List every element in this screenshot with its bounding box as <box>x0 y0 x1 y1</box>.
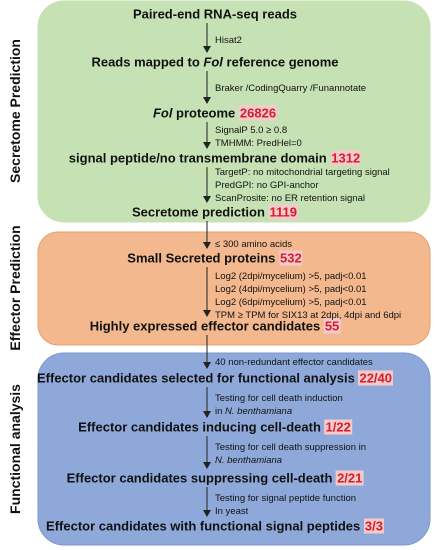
functional-box <box>37 352 431 546</box>
step-count: 26826 <box>238 105 278 121</box>
step-note: Hisat2 <box>215 34 242 47</box>
text-run: In yeast <box>215 506 249 517</box>
step-note: 40 non-redundant effector candidates <box>215 356 373 369</box>
step-count: 2/21 <box>336 470 364 486</box>
note-line: Testing for signal peptide function <box>215 492 356 505</box>
step-title: Fol proteome 26826 <box>152 105 278 121</box>
step-count: 55 <box>323 318 341 334</box>
note-line: in N. benthamiana <box>215 405 343 418</box>
text-run: Highly expressed effector candidates <box>89 318 324 334</box>
secretome-box <box>37 0 431 223</box>
step-count: 1119 <box>268 204 299 220</box>
note-line: PredGPI: no GPI-anchor <box>215 179 390 192</box>
text-run: N. benthamiana <box>215 455 283 466</box>
text-run: TargetP: no mitochondrial targeting sign… <box>215 167 390 178</box>
text-run: ScanProsite: no ER retention signal <box>215 193 365 204</box>
step-count: 532 <box>279 250 303 266</box>
text-run: Log2 (4dpi/mycelium) >5, padj<0.01 <box>215 284 367 295</box>
step-title: Effector candidates inducing cell-death … <box>78 419 352 435</box>
step-note: Testing for signal peptide function In ye… <box>215 492 356 518</box>
text-run: Secretome prediction <box>131 204 269 220</box>
text-run: Log2 (2dpi/mycelium) >5, padj<0.01 <box>215 271 367 282</box>
note-line: TMHMM: PredHel=0 <box>215 137 302 150</box>
step-title: Effector candidates with functional sign… <box>46 518 384 534</box>
text-run: Paired-end RNA-seq reads <box>133 6 297 22</box>
text-run: Effector candidates selected for functio… <box>36 370 359 386</box>
step-count: 1/22 <box>324 419 352 435</box>
note-line: ScanProsite: no ER retention signal <box>215 192 390 205</box>
text-run: Fol <box>152 105 173 121</box>
text-run: ≤ 300 amino acids <box>215 239 293 250</box>
step-note: SignalP 5.0 ≥ 0.8 TMHMM: PredHel=0 <box>215 124 302 150</box>
note-line: 40 non-redundant effector candidates <box>215 356 373 369</box>
text-run: Hisat2 <box>215 35 242 46</box>
step-note: ≤ 300 amino acids <box>215 238 292 251</box>
text-run: SignalP 5.0 ≥ 0.8 <box>215 125 288 136</box>
note-line: Braker /CodingQuarry /Funannotate <box>215 82 366 95</box>
note-line: Testing for cell death induction <box>215 392 343 405</box>
section-label: Effector Prediction <box>7 225 23 351</box>
step-count: 1312 <box>330 150 362 166</box>
text-run: in <box>215 406 226 417</box>
text-run: Testing for cell death suppression in <box>215 442 367 453</box>
effector-box <box>37 231 431 346</box>
step-note: Log2 (2dpi/mycelium) >5, padj<0.01 Log2 (… <box>215 270 401 322</box>
note-line: Testing for cell death suppression in <box>215 441 366 454</box>
text-run: 40 non-redundant effector candidates <box>215 357 373 368</box>
text-run: TPM ≥ TPM for SIX13 at 2dpi, 4dpi and 6d… <box>215 310 402 321</box>
text-run: Small Secreted proteins <box>127 250 280 266</box>
step-count: 3/3 <box>363 518 384 534</box>
note-line: SignalP 5.0 ≥ 0.8 <box>215 124 302 137</box>
note-line: Hisat2 <box>215 34 242 47</box>
note-line: TPM ≥ TPM for SIX13 at 2dpi, 4dpi and 6d… <box>215 309 401 322</box>
text-run: PredGPI: no GPI-anchor <box>215 180 319 191</box>
section-label: Functional analysis <box>7 384 23 514</box>
text-run: Testing for cell death induction <box>215 393 343 404</box>
note-line: Log2 (4dpi/mycelium) >5, padj<0.01 <box>215 283 401 296</box>
text-run: Braker /CodingQuarry /Funannotate <box>215 83 367 94</box>
step-note: Testing for cell death suppression in N. … <box>215 441 366 467</box>
text-run: Log2 (6dpi/mycelium) >5, padj<0.01 <box>215 297 367 308</box>
step-title: Small Secreted proteins 532 <box>127 250 303 266</box>
text-run: TMHMM: PredHel=0 <box>215 138 302 149</box>
note-line: In yeast <box>215 505 356 518</box>
step-count: 22/40 <box>358 370 394 386</box>
step-title: Highly expressed effector candidates 55 <box>89 318 341 334</box>
text-run: Effector candidates inducing cell-death <box>78 419 325 435</box>
note-line: TargetP: no mitochondrial targeting sign… <box>215 166 390 179</box>
section-label: Secretome Prediction <box>7 39 23 183</box>
note-line: ≤ 300 amino acids <box>215 238 292 251</box>
step-title: Effector candidates suppressing cell-dea… <box>66 470 364 486</box>
text-run: signal peptide/no transmembrane domain <box>68 150 331 166</box>
note-line: Log2 (2dpi/mycelium) >5, padj<0.01 <box>215 270 401 283</box>
text-run: Effector candidates suppressing cell-dea… <box>66 470 337 486</box>
text-run: Effector candidates with functional sign… <box>46 518 364 534</box>
note-line: N. benthamiana <box>215 454 366 467</box>
step-note: Testing for cell death induction in N. be… <box>215 392 343 418</box>
step-title: Effector candidates selected for functio… <box>36 370 394 386</box>
step-title: Secretome prediction 1119 <box>131 204 299 220</box>
step-note: TargetP: no mitochondrial targeting sign… <box>215 166 390 205</box>
text-run: N. benthamiana <box>225 406 293 417</box>
step-note: Braker /CodingQuarry /Funannotate <box>215 82 366 95</box>
text-run: reference genome <box>222 54 339 70</box>
text-run: proteome <box>172 105 239 121</box>
step-title: Reads mapped to Fol reference genome <box>91 55 338 70</box>
text-run: Testing for signal peptide function <box>215 493 357 504</box>
step-title: signal peptide/no transmembrane domain 1… <box>68 150 362 166</box>
step-title: Paired-end RNA-seq reads <box>133 7 297 22</box>
note-line: Log2 (6dpi/mycelium) >5, padj<0.01 <box>215 296 401 309</box>
text-run: Fol <box>203 54 223 70</box>
text-run: Reads mapped to <box>91 54 204 70</box>
